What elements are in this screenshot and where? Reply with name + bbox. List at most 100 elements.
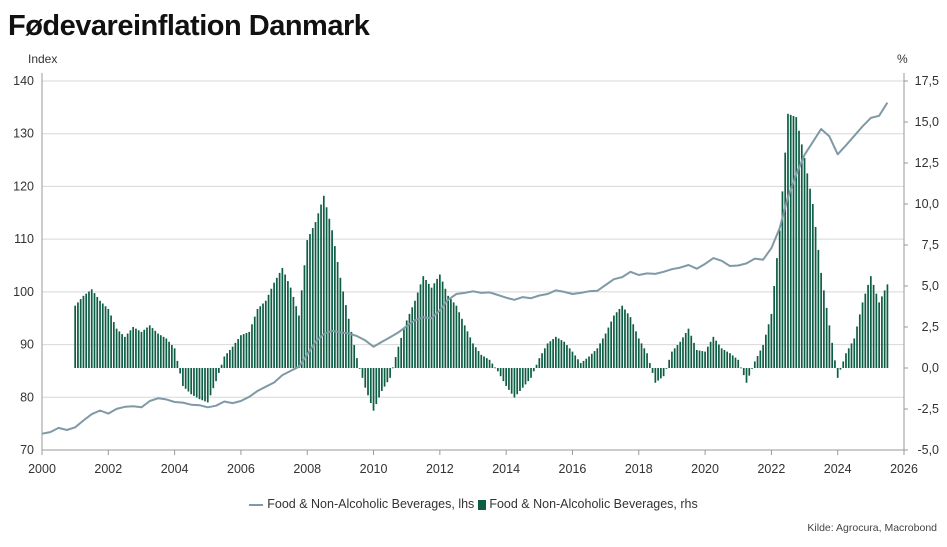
bar [104, 306, 107, 368]
bar [408, 313, 411, 368]
bar [781, 191, 784, 368]
bar [124, 336, 126, 368]
bar [864, 293, 867, 368]
bar [582, 360, 585, 368]
x-tick-label: 2020 [691, 462, 719, 476]
bar [88, 291, 90, 368]
bar [549, 341, 552, 368]
bar [154, 330, 157, 368]
bar [640, 343, 643, 368]
bar [488, 359, 491, 368]
right-tick-label: -2,5 [917, 402, 939, 416]
bar [834, 360, 836, 368]
bar [800, 144, 803, 368]
bar [809, 188, 811, 368]
bar [458, 312, 461, 368]
bar [762, 345, 764, 368]
bar [129, 330, 132, 368]
bar [632, 324, 635, 368]
bar [881, 296, 883, 368]
bar [513, 368, 516, 398]
bar [883, 290, 886, 368]
bar [380, 368, 383, 391]
right-tick-label: -5,0 [917, 443, 939, 457]
bar [753, 361, 756, 368]
bar [389, 368, 391, 378]
bar [571, 351, 574, 368]
bar [695, 349, 698, 368]
bar [731, 355, 734, 368]
bar [96, 296, 99, 368]
bar [532, 368, 535, 372]
left-axis-unit: Index [28, 52, 58, 66]
x-tick-label: 2004 [161, 462, 189, 476]
bar [126, 333, 129, 368]
bar [394, 357, 397, 368]
bar [325, 207, 328, 368]
bar [823, 290, 825, 368]
bar [170, 345, 173, 368]
bar [604, 333, 607, 368]
bar [79, 299, 82, 368]
bar [505, 368, 508, 387]
bar [530, 368, 532, 378]
bar [93, 293, 96, 368]
bar [184, 368, 187, 389]
bar [336, 261, 339, 368]
bar [726, 351, 729, 368]
right-axis-unit: % [897, 52, 908, 66]
bar [502, 368, 505, 382]
bar [814, 226, 817, 368]
bar [361, 368, 364, 378]
bar [320, 204, 322, 368]
bar [231, 346, 234, 368]
bar [436, 278, 438, 368]
left-tick-label: 130 [13, 127, 34, 141]
bar [869, 276, 872, 368]
bar [256, 308, 259, 368]
bar [375, 368, 378, 405]
bar [206, 368, 209, 403]
bar [146, 327, 148, 368]
bar [182, 368, 184, 387]
bar [364, 368, 367, 388]
bar [480, 354, 483, 368]
bar [372, 368, 375, 411]
bar [679, 341, 682, 368]
bar [590, 353, 593, 368]
bar [491, 363, 494, 368]
bar [610, 321, 612, 368]
bar [110, 315, 112, 368]
bar [497, 368, 499, 372]
bar [168, 341, 170, 368]
bar [303, 265, 306, 368]
bar [698, 350, 701, 368]
bar [784, 152, 787, 368]
bar [121, 334, 123, 368]
bar [718, 344, 720, 368]
bar [494, 367, 496, 369]
bar [353, 345, 356, 368]
bar [264, 300, 267, 368]
bar [643, 348, 646, 368]
bar [773, 286, 776, 368]
bar [626, 313, 629, 368]
bar [400, 337, 403, 368]
bar [839, 368, 842, 370]
bar [684, 333, 687, 368]
bar [477, 351, 480, 368]
x-tick-label: 2018 [625, 462, 653, 476]
bar [637, 338, 640, 368]
bar [251, 324, 253, 368]
bar [157, 333, 159, 368]
bar [886, 284, 889, 368]
bar [845, 353, 847, 368]
bar [240, 335, 242, 368]
bar [403, 329, 405, 368]
bar [317, 213, 320, 368]
bar [137, 330, 140, 368]
bar [441, 281, 444, 368]
bar [350, 331, 353, 368]
bar [151, 328, 154, 368]
grid-lines [42, 80, 904, 451]
